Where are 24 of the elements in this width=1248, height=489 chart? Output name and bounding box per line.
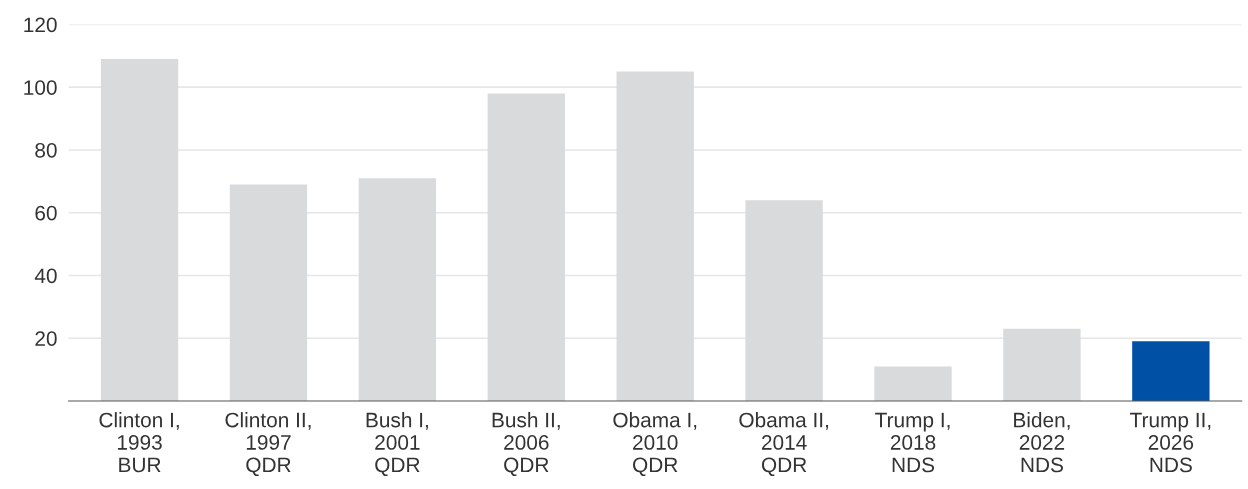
x-tick-label: Biden, 2022 NDS	[1014, 412, 1070, 473]
x-tick-label: Bush II, 2006 QDR	[492, 412, 560, 476]
x-tick-label: Clinton I, 1993 BUR	[99, 412, 179, 473]
bar	[487, 93, 565, 401]
bar	[1003, 328, 1081, 401]
x-tick-label: Clinton II, 1997 QDR	[225, 412, 311, 476]
y-tick-label: 60	[35, 205, 57, 221]
bar	[745, 200, 823, 401]
y-tick-label: 40	[34, 268, 57, 284]
x-tick-label: Bush I, 2001 QDR	[366, 412, 428, 476]
x-tick-label: Obama I, 2010 QDR	[613, 412, 697, 476]
bar	[1132, 341, 1210, 401]
y-tick-label: 80	[35, 142, 57, 158]
y-tick-label: 20	[35, 331, 57, 346]
bar	[616, 71, 694, 401]
bar	[874, 366, 952, 401]
y-tick-label: 120	[24, 17, 57, 33]
x-tick-label: Obama II, 2014 QDR	[739, 412, 828, 476]
bar	[229, 184, 308, 401]
bar	[358, 178, 437, 401]
x-tick-label: Trump I, 2018 NDS	[875, 412, 950, 473]
y-tick-label: 100	[24, 80, 57, 95]
bar	[100, 58, 179, 401]
x-tick-label: Trump II, 2026 NDS	[1130, 412, 1211, 473]
